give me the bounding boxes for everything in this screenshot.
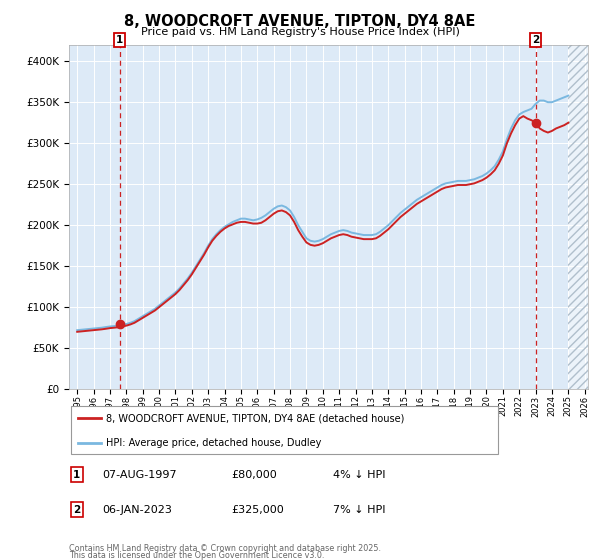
Text: This data is licensed under the Open Government Licence v3.0.: This data is licensed under the Open Gov… [69, 551, 325, 560]
Text: £325,000: £325,000 [231, 505, 284, 515]
Text: 06-JAN-2023: 06-JAN-2023 [102, 505, 172, 515]
Bar [568, 45, 588, 389]
Text: 8, WOODCROFT AVENUE, TIPTON, DY4 8AE: 8, WOODCROFT AVENUE, TIPTON, DY4 8AE [124, 14, 476, 29]
Text: 1: 1 [73, 470, 80, 480]
Text: 2: 2 [73, 505, 80, 515]
Text: 07-AUG-1997: 07-AUG-1997 [102, 470, 176, 480]
Text: £80,000: £80,000 [231, 470, 277, 480]
Text: Contains HM Land Registry data © Crown copyright and database right 2025.: Contains HM Land Registry data © Crown c… [69, 544, 381, 553]
Text: 7% ↓ HPI: 7% ↓ HPI [333, 505, 386, 515]
Text: HPI: Average price, detached house, Dudley: HPI: Average price, detached house, Dudl… [106, 438, 321, 448]
Text: 4% ↓ HPI: 4% ↓ HPI [333, 470, 386, 480]
Text: 1: 1 [116, 35, 124, 45]
FancyBboxPatch shape [71, 406, 498, 454]
Text: Price paid vs. HM Land Registry's House Price Index (HPI): Price paid vs. HM Land Registry's House … [140, 27, 460, 37]
Text: 8, WOODCROFT AVENUE, TIPTON, DY4 8AE (detached house): 8, WOODCROFT AVENUE, TIPTON, DY4 8AE (de… [106, 413, 404, 423]
Text: 2: 2 [532, 35, 539, 45]
